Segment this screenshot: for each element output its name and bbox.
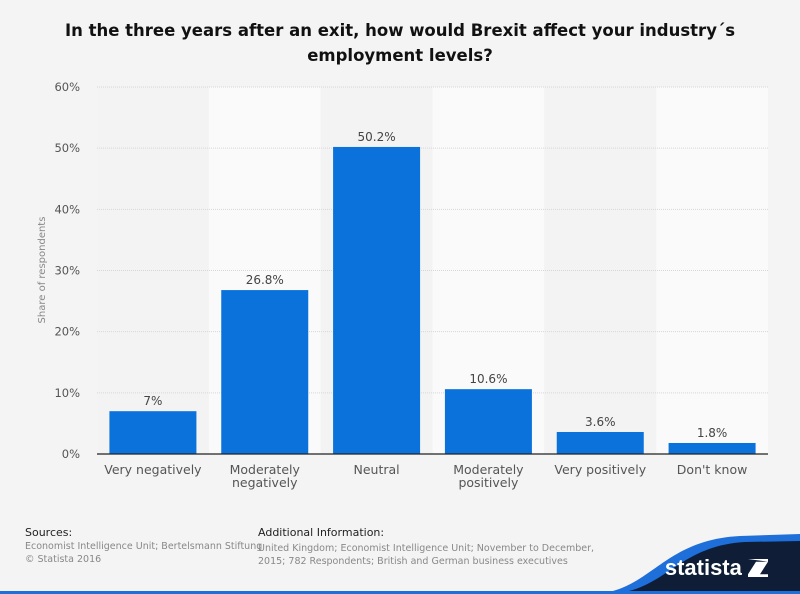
data-label: 26.8% xyxy=(246,273,284,287)
x-tick-label: positively xyxy=(458,475,519,490)
x-tick-label: negatively xyxy=(232,475,298,490)
y-tick-label: 10% xyxy=(54,386,80,400)
copyright-text: © Statista 2016 xyxy=(25,554,102,565)
data-label: 1.8% xyxy=(697,426,728,440)
data-label: 10.6% xyxy=(469,372,507,386)
bar xyxy=(109,411,197,454)
y-axis-label: Share of respondents xyxy=(37,217,48,324)
x-tick-label: Very positively xyxy=(554,462,646,477)
statista-logo-icon xyxy=(748,559,768,577)
x-tick-label: Moderately xyxy=(230,462,301,477)
bar-chart: 0% 10% 20% 30% 40% 50% 60% Share of respondents… xyxy=(37,80,768,490)
additional-info-line: United Kingdom; Economist Intelligence U… xyxy=(258,543,595,554)
chart-title: In the three years after an exit, how wo… xyxy=(64,21,736,65)
data-label: 3.6% xyxy=(585,415,616,429)
y-tick-label: 40% xyxy=(54,202,80,216)
y-tick-label: 0% xyxy=(62,447,80,461)
logo-swoosh xyxy=(0,534,800,594)
y-tick-label: 30% xyxy=(54,264,80,278)
x-tick-label: Don't know xyxy=(677,462,748,477)
y-tick-label: 60% xyxy=(54,80,80,94)
sources-text: Economist Intelligence Unit; Bertelsmann… xyxy=(25,541,263,552)
additional-info-heading: Additional Information: xyxy=(258,526,385,539)
data-label: 7% xyxy=(143,394,162,408)
sources-heading: Sources: xyxy=(25,526,73,539)
bar xyxy=(556,431,644,454)
additional-info-line: 2015; 782 Respondents; British and Germa… xyxy=(258,556,568,567)
bar xyxy=(333,146,421,454)
bar xyxy=(668,442,756,454)
y-tick-label: 50% xyxy=(54,141,80,155)
y-tick-label: 20% xyxy=(54,325,80,339)
x-tick-label: Neutral xyxy=(354,462,400,477)
x-tick-label: Very negatively xyxy=(104,462,202,477)
footer: Sources: Economist Intelligence Unit; Be… xyxy=(0,510,800,594)
statista-logo[interactable]: statista xyxy=(665,555,768,581)
data-label: 50.2% xyxy=(358,130,396,144)
x-tick-label: Moderately xyxy=(453,462,524,477)
bar xyxy=(221,290,309,454)
bar xyxy=(444,389,532,454)
